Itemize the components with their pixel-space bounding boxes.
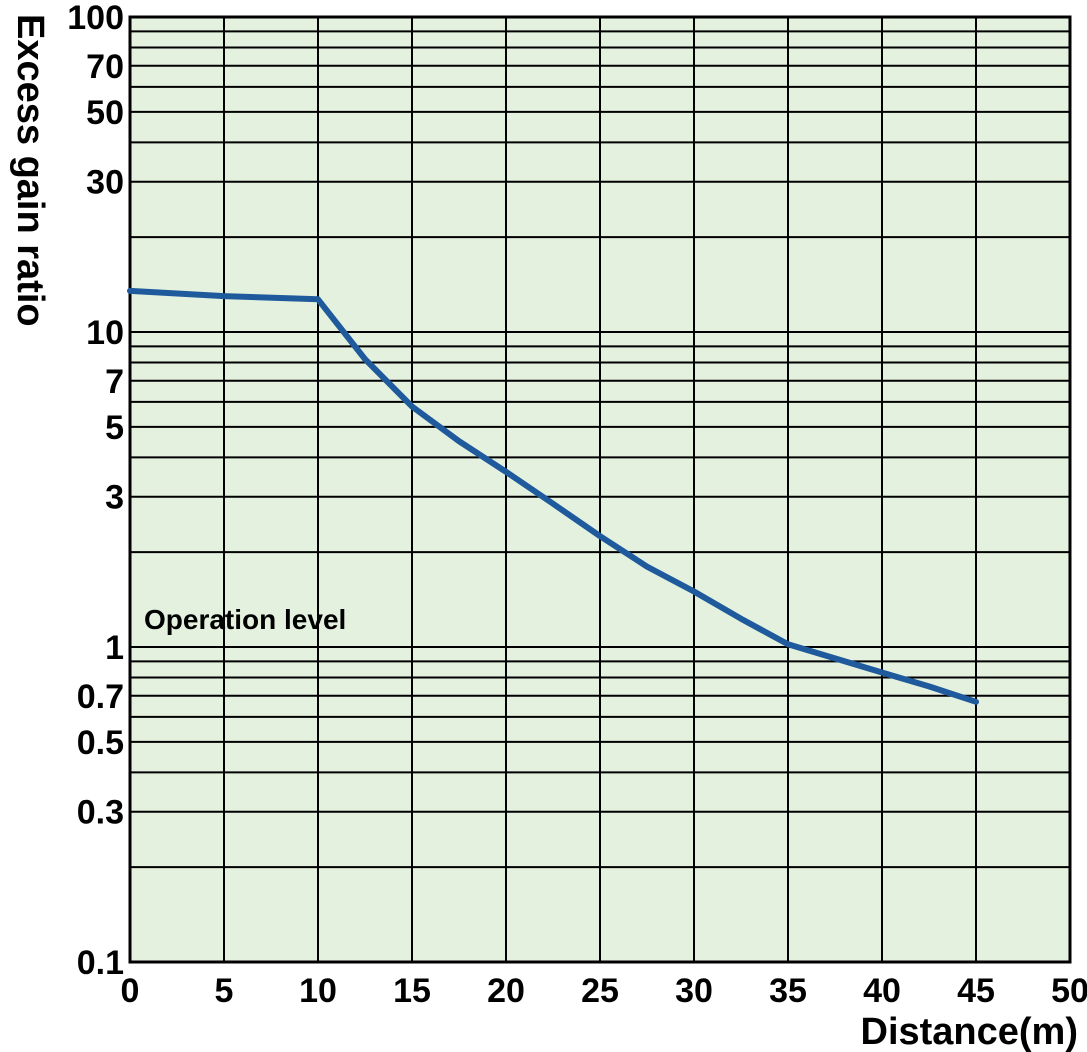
y-tick-label: 3	[105, 479, 124, 517]
x-tick-label: 45	[957, 972, 995, 1010]
operation-level-annotation: Operation level	[144, 604, 346, 635]
plot-frame	[128, 15, 1072, 964]
x-tick-label: 15	[393, 972, 431, 1010]
x-tick-label: 30	[675, 972, 713, 1010]
y-tick-label: 30	[86, 164, 124, 202]
x-tick-labels: 0 5 10 15 20 25 30 35 40 45 50	[121, 972, 1087, 1010]
x-axis-title: Distance(m)	[861, 1011, 1079, 1052]
x-tick-label: 0	[121, 972, 140, 1010]
y-tick-label: 0.7	[77, 678, 124, 716]
y-axis-title: Excess gain ratio	[9, 14, 51, 327]
x-tick-label: 25	[581, 972, 619, 1010]
y-tick-label: 50	[86, 94, 124, 132]
x-tick-label: 20	[487, 972, 525, 1010]
y-tick-label: 0.1	[77, 944, 124, 982]
y-tick-label: 7	[105, 363, 124, 401]
y-tick-labels: 100 70 50 30 10 7 5 3 1 0.7 0.5 0.3 0.1	[67, 0, 124, 982]
y-tick-label: 0.5	[77, 724, 124, 762]
x-tick-label: 50	[1051, 972, 1087, 1010]
y-tick-label: 100	[67, 0, 124, 37]
y-tick-label: 5	[105, 409, 124, 447]
x-tick-label: 10	[299, 972, 337, 1010]
x-tick-label: 35	[769, 972, 807, 1010]
x-tick-label: 40	[863, 972, 901, 1010]
y-tick-label: 0.3	[77, 794, 124, 832]
y-tick-label: 1	[105, 629, 124, 667]
x-tick-label: 5	[215, 972, 234, 1010]
series-line	[127, 287, 979, 705]
series-layer	[127, 287, 979, 705]
y-tick-label: 70	[86, 48, 124, 86]
y-tick-label: 10	[86, 314, 124, 352]
